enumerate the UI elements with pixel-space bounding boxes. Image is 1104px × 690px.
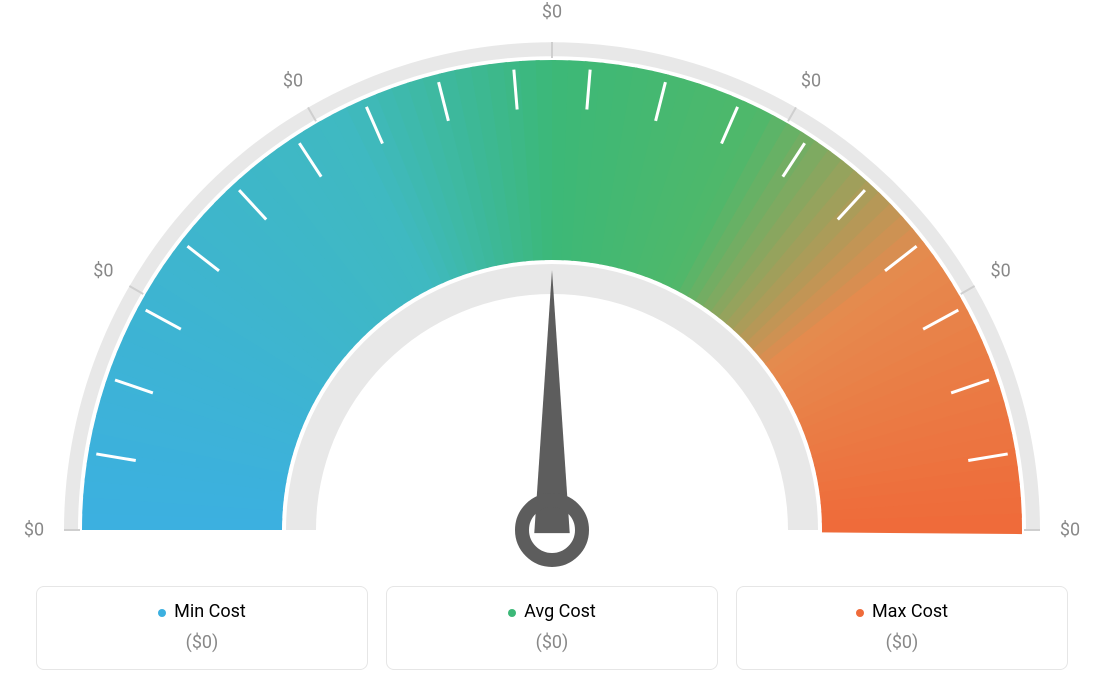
legend-card-min: Min Cost ($0)	[36, 586, 368, 671]
gauge: $0$0$0$0$0$0$0	[27, 10, 1077, 570]
legend-value-avg: ($0)	[397, 632, 707, 653]
legend-title-min: Min Cost	[158, 601, 246, 622]
legend-title-max: Max Cost	[856, 601, 948, 622]
dot-icon	[508, 609, 516, 617]
legend-value-max: ($0)	[747, 632, 1057, 653]
legend-label: Min Cost	[174, 601, 246, 622]
gauge-tick-label: $0	[801, 71, 821, 92]
gauge-tick-label: $0	[24, 520, 44, 541]
legend-row: Min Cost ($0) Avg Cost ($0) Max Cost ($0…	[36, 586, 1068, 671]
legend-title-avg: Avg Cost	[508, 601, 596, 622]
legend-label: Avg Cost	[524, 601, 596, 622]
gauge-tick-label: $0	[542, 2, 562, 23]
dot-icon	[856, 609, 864, 617]
gauge-tick-label: $0	[990, 261, 1010, 282]
gauge-chart-container: $0 $0 $0 $0 $0 $0 $0 Min Cost ($0) Avg Cost ($…	[0, 0, 1104, 690]
legend-card-max: Max Cost ($0)	[736, 586, 1068, 671]
dot-icon	[158, 609, 166, 617]
gauge-tick-label: $0	[1060, 520, 1080, 541]
gauge-tick-label: $0	[93, 261, 113, 282]
legend-card-avg: Avg Cost ($0)	[386, 586, 718, 671]
legend-label: Max Cost	[872, 601, 948, 622]
gauge-tick-label: $0	[283, 71, 303, 92]
legend-value-min: ($0)	[47, 632, 357, 653]
